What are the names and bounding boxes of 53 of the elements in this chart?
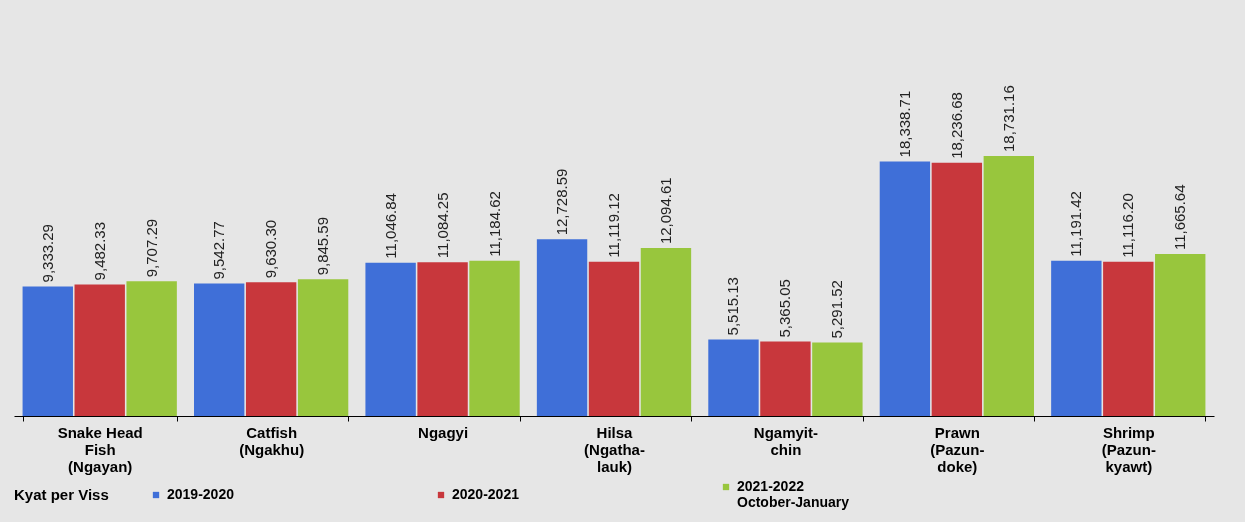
bar xyxy=(126,281,177,416)
data-label: 11,084.25 xyxy=(433,192,451,259)
data-label: 18,731.16 xyxy=(999,85,1017,152)
x-tick-label: Snake Head Fish (Ngayan) xyxy=(57,423,143,475)
data-label: 5,365.05 xyxy=(776,279,794,338)
data-label: 11,116.20 xyxy=(1119,193,1137,258)
bar xyxy=(1051,260,1102,416)
bar xyxy=(74,284,125,416)
bar xyxy=(588,261,640,416)
bar xyxy=(1155,254,1206,416)
legend-label: 2020-2021 xyxy=(452,486,520,502)
data-label: 18,338.71 xyxy=(895,90,913,158)
data-label: 9,707.29 xyxy=(142,218,160,278)
x-tick-label: Ngamyit- chin xyxy=(753,423,819,458)
bar xyxy=(417,262,468,416)
bar xyxy=(194,283,245,416)
x-tick-label: Shrimp (Pazun- kyawt) xyxy=(1101,423,1156,475)
data-label: 5,515.13 xyxy=(724,277,742,336)
data-label: 12,728.59 xyxy=(553,168,571,236)
bar xyxy=(879,161,931,416)
x-tick-label: Hilsa (Ngatha- lauk) xyxy=(584,423,645,475)
bar xyxy=(469,260,520,416)
data-label: 11,191.42 xyxy=(1067,191,1085,257)
data-label: 11,046.84 xyxy=(381,193,399,259)
bar xyxy=(536,239,588,416)
data-label: 9,542.77 xyxy=(210,221,228,280)
legend-title: Kyat per Viss xyxy=(14,486,109,503)
bar xyxy=(760,341,811,416)
x-tick-label: Prawn (Pazun- doke) xyxy=(930,423,985,475)
data-label: 9,333.29 xyxy=(38,224,56,283)
data-label: 18,236.68 xyxy=(947,92,965,159)
bar xyxy=(931,162,983,416)
bar xyxy=(708,339,759,416)
bar xyxy=(22,286,73,416)
legend-label: 2021-2022 October-January xyxy=(737,478,850,510)
data-label: 9,630.30 xyxy=(262,219,280,279)
data-label: 9,845.59 xyxy=(314,216,332,276)
bar xyxy=(297,279,349,416)
bar xyxy=(983,156,1034,416)
bar xyxy=(1103,261,1154,416)
data-label: 11,184.62 xyxy=(485,191,503,257)
x-tick-label: Catfish (Ngakhu) xyxy=(239,423,305,458)
x-tick-label: Ngagyi xyxy=(418,423,469,441)
bar xyxy=(812,342,863,416)
legend-label: 2019-2020 xyxy=(167,486,235,502)
data-label: 12,094.61 xyxy=(656,177,674,245)
data-label: 11,119.12 xyxy=(605,193,622,258)
data-label: 5,291.52 xyxy=(828,280,846,339)
data-label: 11,665.64 xyxy=(1171,184,1189,251)
bar xyxy=(365,262,416,416)
data-label: 9,482.33 xyxy=(90,221,108,281)
bar xyxy=(245,282,297,416)
bar xyxy=(640,248,692,416)
